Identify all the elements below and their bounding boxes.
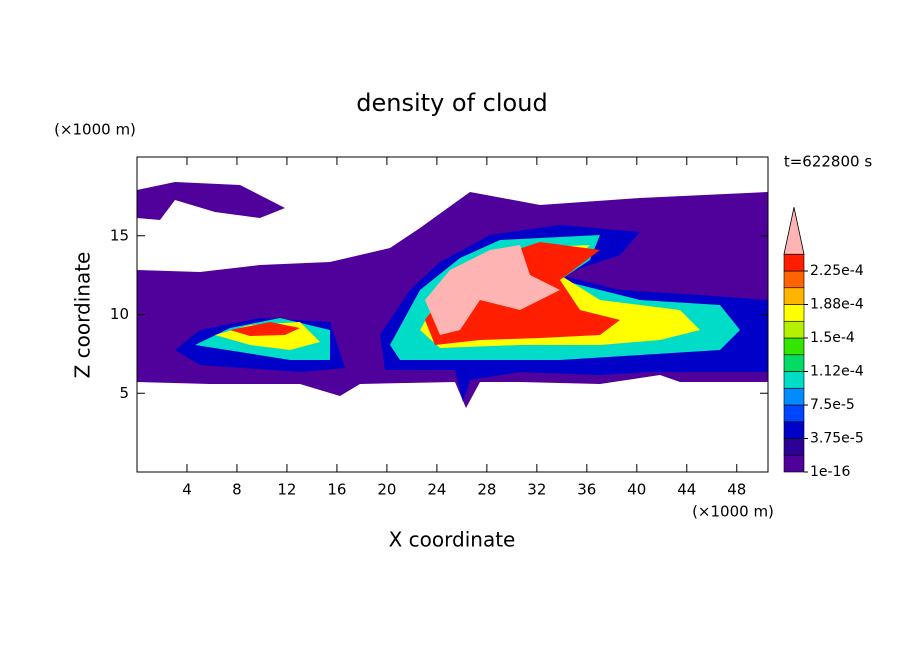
colorbar-box [783, 404, 805, 423]
y-tick-label: 5 [119, 384, 129, 402]
colorbar-box [783, 438, 805, 456]
y-unit: (×1000 m) [54, 121, 136, 139]
colorbar-box [783, 287, 805, 305]
x-tick-label: 44 [677, 481, 696, 499]
colorbar-box [783, 454, 805, 473]
y-axis-label: Z coordinate [71, 252, 95, 379]
contour-region [230, 322, 300, 336]
x-tick-label: 4 [182, 481, 192, 499]
colorbar-label: 7.5e-5 [810, 397, 855, 413]
contour-region [137, 182, 285, 220]
colorbar-label: 3.75e-5 [810, 431, 864, 447]
x-tick-label: 28 [477, 481, 496, 499]
x-axis-label: X coordinate [389, 528, 516, 552]
x-tick-label: 32 [527, 481, 546, 499]
x-tick-label: 12 [277, 481, 296, 499]
chart-title: density of cloud [356, 89, 547, 117]
colorbar-box [783, 371, 805, 389]
colorbar-box [783, 304, 805, 322]
colorbar-box [783, 387, 805, 406]
colorbar-label: 1.88e-4 [810, 297, 864, 313]
y-tick-label: 15 [110, 226, 129, 244]
colorbar-box [783, 421, 805, 439]
x-tick-label: 8 [232, 481, 242, 499]
colorbar-box [783, 354, 805, 372]
colorbar-box [783, 320, 805, 339]
colorbar-box [783, 270, 805, 289]
x-tick-label: 16 [327, 481, 346, 499]
x-tick-label: 48 [727, 481, 746, 499]
colorbar-label: 1e-16 [810, 464, 850, 480]
x-tick-label: 24 [427, 481, 446, 499]
colorbar-box [783, 253, 805, 272]
annotation: t=622800 s [784, 153, 872, 171]
colorbar-extend [783, 207, 805, 255]
contour-field [137, 182, 768, 408]
x-tick-label: 36 [577, 481, 596, 499]
x-tick-label: 20 [377, 481, 396, 499]
colorbar-label: 1.5e-4 [810, 330, 855, 346]
x-unit: (×1000 m) [692, 503, 774, 521]
contour-region [425, 245, 560, 335]
x-tick-label: 40 [627, 481, 646, 499]
colorbar-label: 1.12e-4 [810, 364, 864, 380]
axes [137, 157, 768, 472]
y-tick-label: 10 [110, 305, 129, 323]
colorbar-label: 2.25e-4 [810, 263, 864, 279]
colorbar-box [783, 337, 805, 356]
